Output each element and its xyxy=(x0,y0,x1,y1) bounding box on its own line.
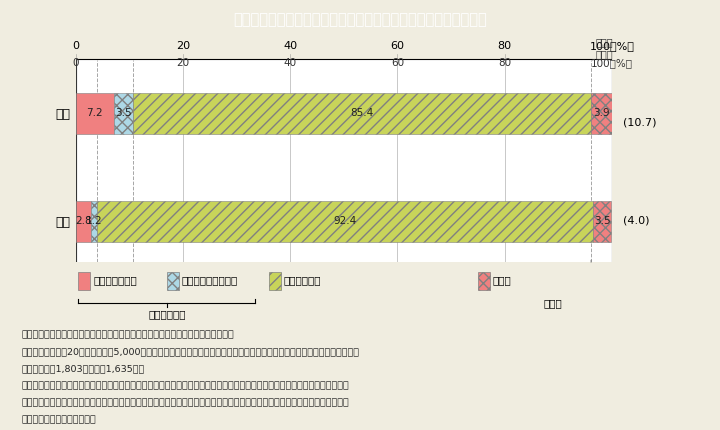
Bar xyxy=(593,201,611,242)
Text: 20: 20 xyxy=(176,58,189,68)
Text: 無回答: 無回答 xyxy=(544,298,562,308)
Text: 100（%）: 100（%） xyxy=(591,58,633,68)
Text: 0: 0 xyxy=(72,58,79,68)
Bar xyxy=(97,201,593,242)
Text: 2.8: 2.8 xyxy=(75,216,91,226)
Text: ２人以上からあった: ２人以上からあった xyxy=(182,276,238,286)
Text: 1.2: 1.2 xyxy=(86,216,102,226)
Bar xyxy=(478,272,490,290)
Text: １人からあった: １人からあった xyxy=(94,276,137,286)
Text: 3.9: 3.9 xyxy=(593,108,610,118)
Text: （備考）１．内閣府「男女間における暴力に関する調査」（令和２年）より作成。: （備考）１．内閣府「男女間における暴力に関する調査」（令和２年）より作成。 xyxy=(22,330,234,339)
Text: 要求，無言電話や連続した電話・電子メールの送信やＳＮＳ・ブログ等への書き込みなどのいずれかの被害にあっ: 要求，無言電話や連続した電話・電子メールの送信やＳＮＳ・ブログ等への書き込みなど… xyxy=(22,398,349,407)
Text: 3.5: 3.5 xyxy=(594,216,611,226)
Text: たことを指す。: たことを指す。 xyxy=(22,415,96,424)
Text: (10.7): (10.7) xyxy=(623,117,657,128)
Bar xyxy=(76,201,91,242)
Text: 3.5: 3.5 xyxy=(115,108,132,118)
Text: 60: 60 xyxy=(391,58,404,68)
Text: 80: 80 xyxy=(498,58,511,68)
Bar xyxy=(167,272,179,290)
Text: ２．全国20歳以上の男女5,000人を対象とした無作為抽出によるアンケート調査の結果による。集計対象者は，女性: ２．全国20歳以上の男女5,000人を対象とした無作為抽出によるアンケート調査の… xyxy=(22,347,359,356)
Text: 40: 40 xyxy=(284,58,297,68)
Bar xyxy=(269,272,281,290)
Bar xyxy=(133,92,591,134)
Bar xyxy=(91,201,97,242)
Bar xyxy=(114,92,133,134)
Text: Ｉ－７－８図　特定の相手からの執拗なつきまとい等の被害経験: Ｉ－７－８図 特定の相手からの執拗なつきまとい等の被害経験 xyxy=(233,12,487,27)
Text: 1,803人，男性1,635人。: 1,803人，男性1,635人。 xyxy=(22,364,145,373)
Text: あった
（計）: あった （計） xyxy=(595,37,613,59)
Text: あった（計）: あった（計） xyxy=(148,309,186,319)
Text: 92.4: 92.4 xyxy=(333,216,356,226)
Text: 85.4: 85.4 xyxy=(351,108,374,118)
Text: まったくない: まったくない xyxy=(284,276,321,286)
Text: (4.0): (4.0) xyxy=(623,215,649,225)
Text: 無回答: 無回答 xyxy=(493,276,512,286)
Text: 7.2: 7.2 xyxy=(86,108,103,118)
Text: ３．「特定の相手からの執拗なつきまとい等」とは，ある特定の相手から執拗なつきまといや待ち伏せ，面会・交際の: ３．「特定の相手からの執拗なつきまとい等」とは，ある特定の相手から執拗なつきまと… xyxy=(22,381,349,390)
Bar xyxy=(591,92,612,134)
Bar xyxy=(78,272,90,290)
Bar xyxy=(76,92,114,134)
